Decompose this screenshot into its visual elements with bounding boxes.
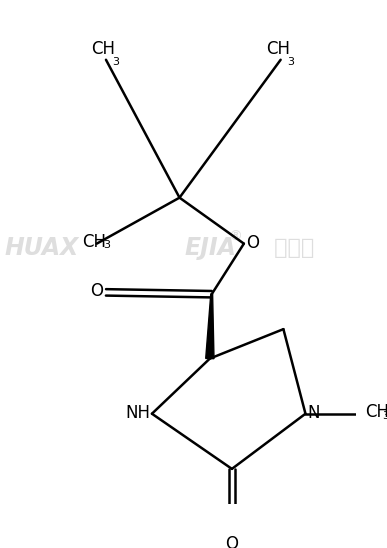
Text: O: O: [225, 535, 238, 548]
Text: HUAX: HUAX: [5, 236, 79, 260]
Text: O: O: [90, 282, 103, 300]
Polygon shape: [206, 294, 214, 359]
Text: 3: 3: [112, 56, 120, 67]
Text: CH: CH: [365, 403, 387, 421]
Text: CH: CH: [266, 40, 290, 58]
Text: 化学加: 化学加: [267, 238, 314, 258]
Text: ®: ®: [228, 230, 242, 244]
Text: 3: 3: [287, 56, 294, 67]
Text: 3: 3: [103, 241, 110, 250]
Text: CH: CH: [91, 40, 115, 58]
Text: EJIA: EJIA: [184, 236, 236, 260]
Text: CH: CH: [82, 233, 106, 251]
Text: NH: NH: [125, 404, 150, 422]
Text: O: O: [246, 233, 259, 252]
Text: 3: 3: [382, 410, 387, 420]
Text: N: N: [307, 404, 320, 422]
